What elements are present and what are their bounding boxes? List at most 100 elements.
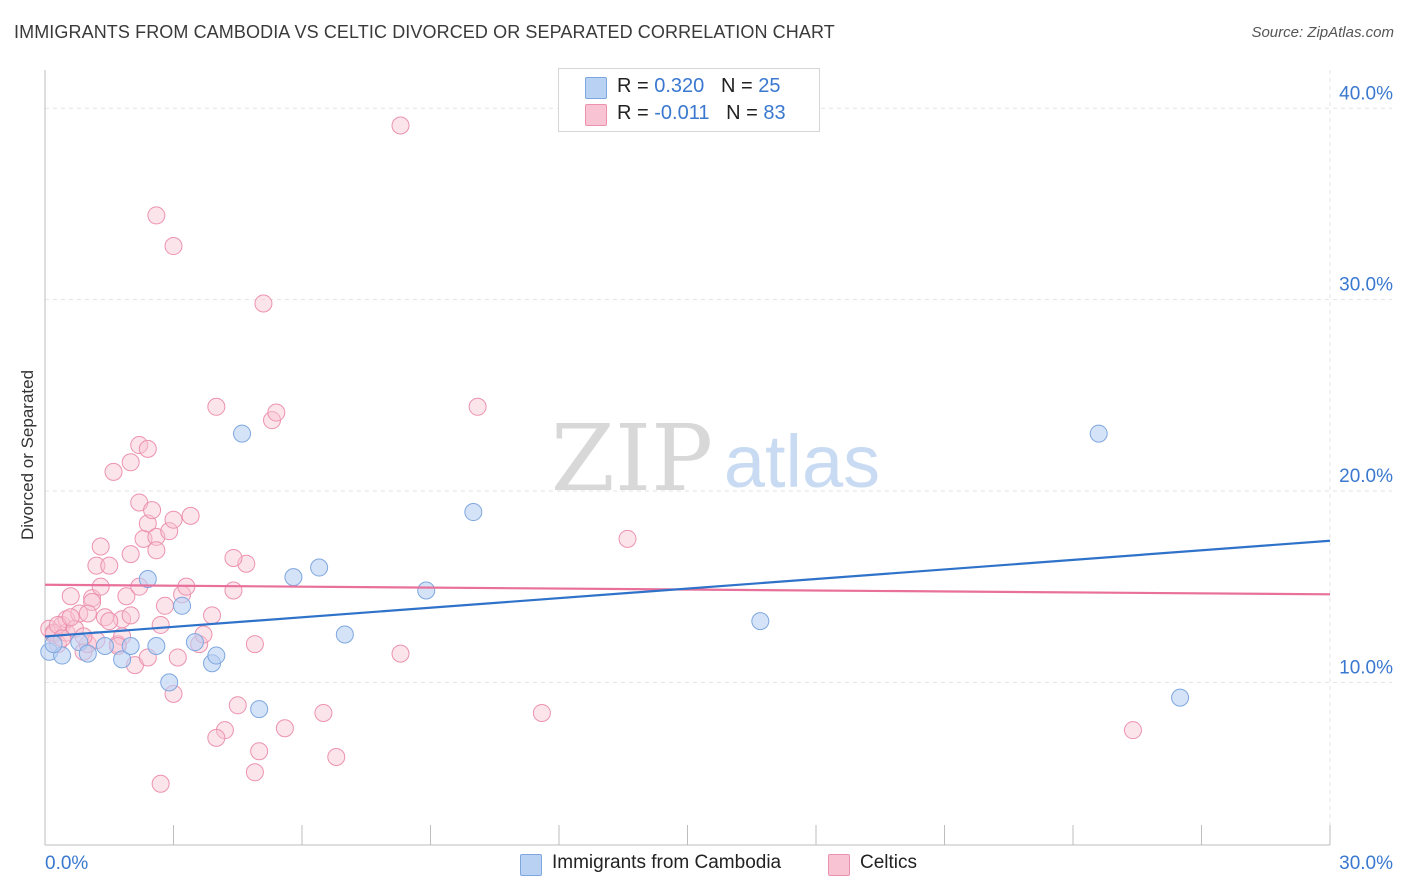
data-point-celtics bbox=[391, 644, 410, 663]
data-point-cambodia bbox=[464, 503, 483, 522]
legend-n-label: N = bbox=[726, 102, 764, 124]
x-tick-label: 30.0% bbox=[1339, 853, 1393, 874]
data-point-cambodia bbox=[160, 673, 179, 692]
data-point-cambodia bbox=[113, 650, 132, 669]
source-label: Source: ZipAtlas.com bbox=[1251, 24, 1394, 41]
data-point-celtics bbox=[121, 545, 140, 564]
data-point-cambodia bbox=[78, 644, 97, 663]
data-point-celtics bbox=[267, 403, 286, 422]
data-point-celtics bbox=[224, 581, 243, 600]
y-tick-label: 30.0% bbox=[1339, 275, 1393, 296]
data-point-celtics bbox=[147, 541, 166, 560]
data-point-celtics bbox=[181, 506, 200, 525]
data-point-celtics bbox=[532, 703, 551, 722]
data-point-cambodia bbox=[751, 612, 770, 631]
legend-label-celtics: Celtics bbox=[860, 852, 918, 873]
data-point-celtics bbox=[78, 604, 97, 623]
legend-r-value: -0.011 bbox=[654, 102, 710, 124]
y-tick-label: 20.0% bbox=[1339, 466, 1393, 487]
watermark-atlas: atlas bbox=[724, 420, 880, 503]
data-point-celtics bbox=[91, 537, 110, 556]
data-point-cambodia bbox=[284, 568, 303, 587]
data-point-celtics bbox=[100, 556, 119, 575]
series-celtics-points bbox=[40, 116, 1142, 793]
data-point-celtics bbox=[618, 529, 637, 548]
data-point-celtics bbox=[245, 635, 264, 654]
data-point-cambodia bbox=[173, 596, 192, 615]
x-tick-label: 0.0% bbox=[45, 853, 88, 874]
data-point-celtics bbox=[224, 548, 243, 567]
data-point-celtics bbox=[155, 596, 174, 615]
data-point-celtics bbox=[117, 587, 136, 606]
legend-swatch-celtics bbox=[828, 854, 850, 876]
data-point-celtics bbox=[104, 462, 123, 481]
watermark-zip: ZIP bbox=[551, 405, 713, 512]
data-point-celtics bbox=[87, 556, 106, 575]
legend-n-label: N = bbox=[720, 75, 759, 97]
data-point-celtics bbox=[1123, 721, 1142, 740]
data-point-cambodia bbox=[233, 424, 252, 443]
data-point-cambodia bbox=[95, 636, 114, 655]
data-point-celtics bbox=[164, 237, 183, 256]
y-tick-label: 40.0% bbox=[1339, 83, 1393, 104]
legend-n-value: 83 bbox=[763, 102, 786, 124]
trend-lines bbox=[44, 539, 1331, 638]
data-point-cambodia bbox=[121, 636, 140, 655]
data-point-celtics bbox=[151, 615, 170, 634]
data-point-celtics bbox=[151, 774, 170, 793]
data-point-celtics bbox=[143, 501, 162, 520]
trend-line-cambodia bbox=[44, 539, 1331, 638]
series-cambodia-points bbox=[40, 424, 1190, 719]
data-point-celtics bbox=[207, 728, 226, 747]
data-point-celtics bbox=[147, 206, 166, 225]
legend-r-label: R = bbox=[617, 75, 655, 97]
data-point-celtics bbox=[61, 587, 80, 606]
data-point-celtics bbox=[83, 592, 102, 611]
data-point-celtics bbox=[245, 763, 264, 782]
data-point-cambodia bbox=[185, 633, 204, 652]
data-point-celtics bbox=[327, 747, 346, 766]
data-point-celtics bbox=[391, 116, 410, 135]
data-point-cambodia bbox=[44, 635, 63, 654]
data-point-celtics bbox=[203, 606, 222, 625]
data-point-celtics bbox=[121, 453, 140, 472]
data-point-celtics bbox=[468, 397, 487, 416]
grid-lines bbox=[45, 70, 1392, 845]
legend-swatch-cambodia bbox=[585, 77, 607, 99]
data-point-celtics bbox=[91, 577, 110, 596]
data-point-celtics bbox=[164, 510, 183, 529]
data-point-celtics bbox=[61, 608, 80, 627]
data-point-cambodia bbox=[335, 625, 354, 644]
data-point-cambodia bbox=[417, 581, 436, 600]
data-point-cambodia bbox=[138, 570, 157, 589]
data-point-celtics bbox=[160, 522, 179, 541]
data-point-cambodia bbox=[250, 700, 269, 719]
legend-label-cambodia: Immigrants from Cambodia bbox=[552, 852, 782, 873]
legend-n-value: 25 bbox=[758, 75, 781, 97]
data-point-celtics bbox=[228, 696, 247, 715]
legend-swatch-celtics bbox=[585, 104, 607, 126]
legend-swatch-cambodia bbox=[520, 854, 542, 876]
data-point-cambodia bbox=[207, 646, 226, 665]
data-point-celtics bbox=[314, 703, 333, 722]
watermark: ZIP atlas bbox=[551, 405, 880, 512]
data-point-cambodia bbox=[1089, 424, 1108, 443]
data-point-celtics bbox=[168, 648, 187, 667]
data-point-celtics bbox=[250, 742, 269, 761]
data-point-celtics bbox=[121, 606, 140, 625]
data-point-cambodia bbox=[310, 558, 329, 577]
data-point-cambodia bbox=[1171, 688, 1190, 707]
data-point-celtics bbox=[138, 439, 157, 458]
data-point-celtics bbox=[138, 514, 157, 533]
data-point-celtics bbox=[254, 294, 273, 313]
data-point-celtics bbox=[275, 719, 294, 738]
y-axis-label: Divorced or Separated bbox=[18, 369, 37, 541]
data-point-cambodia bbox=[147, 636, 166, 655]
correlation-legend: R = 0.320 N = 25 R = -0.011 N = 83 bbox=[558, 68, 820, 132]
legend-r-value: 0.320 bbox=[654, 75, 705, 97]
data-point-celtics bbox=[130, 436, 149, 455]
chart-title: IMMIGRANTS FROM CAMBODIA VS CELTIC DIVOR… bbox=[14, 22, 835, 42]
data-point-celtics bbox=[207, 397, 226, 416]
data-point-celtics bbox=[100, 612, 119, 631]
